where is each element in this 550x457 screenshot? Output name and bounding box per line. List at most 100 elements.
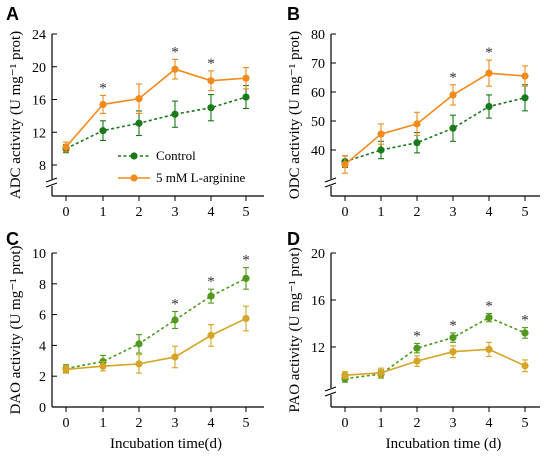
data-point xyxy=(413,120,421,128)
legend-label: 5 mM L-arginine xyxy=(156,170,246,185)
data-point xyxy=(485,69,493,77)
axis-break-mark xyxy=(45,177,58,183)
series-control xyxy=(62,85,250,154)
data-point xyxy=(449,334,457,342)
x-tick-label: 2 xyxy=(136,416,143,431)
series-line xyxy=(65,96,247,150)
significance-marker: * xyxy=(485,299,493,315)
panel-label: D xyxy=(287,229,300,249)
y-axis-title: ADC activity (U mg⁻¹ prot) xyxy=(8,31,24,199)
x-tick-label: 1 xyxy=(100,205,107,220)
data-point xyxy=(521,72,529,80)
x-tick-label: 5 xyxy=(522,416,529,431)
data-point xyxy=(521,329,529,337)
data-point xyxy=(62,143,70,151)
data-point xyxy=(521,362,529,370)
significance-marker: * xyxy=(171,44,179,60)
data-point xyxy=(99,100,107,109)
series-l-arginine xyxy=(62,305,250,374)
significance-marker: * xyxy=(207,274,215,290)
data-point xyxy=(135,95,143,103)
significance-marker: * xyxy=(242,253,250,269)
data-point xyxy=(485,314,493,322)
data-point xyxy=(207,331,215,339)
series-l-arginine xyxy=(341,59,529,174)
x-tick-label: 1 xyxy=(378,416,385,431)
y-tick-label: 6 xyxy=(39,309,46,324)
data-point xyxy=(171,316,179,324)
series-control xyxy=(62,267,250,373)
data-point xyxy=(521,94,529,102)
y-tick-label: 4 xyxy=(39,339,46,354)
x-tick-label: 4 xyxy=(486,416,493,431)
data-point xyxy=(242,274,250,283)
data-point xyxy=(242,93,250,101)
y-tick-label: 60 xyxy=(311,86,325,101)
x-tick-label: 1 xyxy=(100,416,107,431)
x-tick-label: 3 xyxy=(172,416,179,431)
axis-break-gap xyxy=(325,179,337,186)
series-line xyxy=(344,97,526,163)
series-line xyxy=(344,316,526,380)
y-axis-title: DAO activity (U mg⁻¹ prot) xyxy=(8,245,24,414)
series-l-arginine xyxy=(341,341,529,380)
data-point xyxy=(99,362,107,370)
significance-marker: * xyxy=(521,313,529,329)
x-tick-label: 5 xyxy=(243,416,250,431)
data-point xyxy=(242,314,250,323)
data-point xyxy=(207,104,215,112)
x-tick-label: 4 xyxy=(208,416,215,431)
y-tick-label: 20 xyxy=(32,61,46,76)
series-line xyxy=(344,348,526,376)
panel-label: B xyxy=(287,4,300,24)
axis-break-mark xyxy=(324,177,337,183)
series-control xyxy=(341,84,529,168)
axis-break-gap xyxy=(325,388,337,395)
series-line xyxy=(65,68,247,148)
y-tick-label: 50 xyxy=(311,115,325,130)
data-point xyxy=(62,365,70,373)
y-axis-title: ODC activity (U mg⁻¹ prot) xyxy=(287,31,303,199)
chart-panel-c: C 0 2 4 6 8 10 0 1 2 3 4 5 DAO activity (U mg⁻¹ prot)… xyxy=(6,229,264,452)
y-tick-label: 12 xyxy=(32,126,46,141)
significance-marker: * xyxy=(449,70,457,86)
data-point xyxy=(171,353,179,361)
data-point xyxy=(135,340,143,348)
x-tick-label: 5 xyxy=(522,205,529,220)
data-point xyxy=(377,369,385,377)
legend-swatch-marker xyxy=(130,174,138,182)
data-point xyxy=(207,77,215,85)
x-tick-label: 1 xyxy=(378,205,385,220)
x-axis-title: Incubation time (d) xyxy=(386,436,502,452)
x-tick-label: 0 xyxy=(63,416,70,431)
x-tick-label: 0 xyxy=(63,205,70,220)
data-point xyxy=(207,292,215,300)
y-tick-label: 2 xyxy=(39,370,46,385)
x-tick-label: 0 xyxy=(342,416,349,431)
x-tick-label: 2 xyxy=(414,416,421,431)
data-point xyxy=(449,124,457,132)
legend-label: Control xyxy=(156,148,196,163)
data-point xyxy=(341,371,349,379)
axis-break-mark xyxy=(324,182,337,188)
data-point xyxy=(135,119,143,127)
significance-marker: * xyxy=(99,80,107,96)
y-tick-label: 8 xyxy=(39,278,46,293)
panel-label: C xyxy=(6,229,19,249)
y-axis-title: PAO activity (U mg⁻¹ prot) xyxy=(287,247,303,412)
axis-break-mark xyxy=(324,386,337,392)
y-tick-label: 70 xyxy=(311,57,325,72)
x-tick-label: 3 xyxy=(450,205,457,220)
series-line xyxy=(65,317,247,371)
data-point xyxy=(413,139,421,147)
data-point xyxy=(449,348,457,356)
significance-marker: * xyxy=(485,45,493,61)
y-tick-label: 12 xyxy=(311,341,325,356)
y-tick-label: 16 xyxy=(311,294,325,309)
y-tick-label: 24 xyxy=(32,28,46,43)
y-tick-label: 20 xyxy=(311,247,325,262)
series-l-arginine xyxy=(62,58,250,153)
data-point xyxy=(242,74,250,82)
